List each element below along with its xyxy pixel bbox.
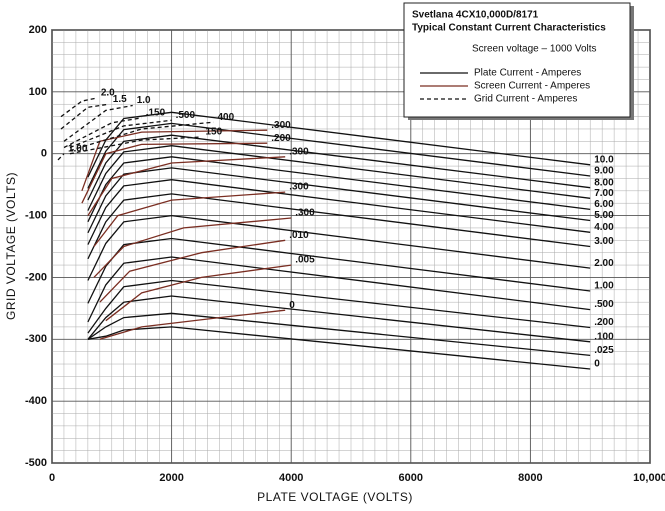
curve — [87, 279, 591, 334]
curve — [69, 136, 202, 155]
curve — [87, 312, 591, 357]
y-tick-label: -500 — [25, 457, 47, 469]
curve — [69, 119, 172, 149]
curve-label: .025 — [594, 345, 614, 356]
curve-label: 400 — [217, 112, 234, 123]
curve — [81, 129, 268, 192]
curve — [81, 142, 268, 204]
y-tick-label: 200 — [29, 24, 47, 36]
x-tick-label: 6000 — [399, 472, 423, 484]
curve — [87, 111, 591, 178]
curve-label: .300 — [271, 120, 291, 131]
curve-label: .005 — [295, 255, 315, 266]
curve — [93, 191, 286, 247]
curve — [69, 121, 214, 152]
curve — [87, 145, 591, 211]
curve-label: 7.00 — [594, 188, 614, 199]
curve-label: 5.00 — [594, 210, 614, 221]
curve-label: 1.00 — [68, 143, 88, 154]
curve — [87, 193, 591, 260]
x-tick-label: 0 — [49, 472, 55, 484]
curve — [87, 179, 591, 245]
curve — [87, 167, 591, 234]
curve-label: 0 — [289, 300, 295, 311]
curve-label: 2.0 — [101, 88, 115, 99]
legend-label: Plate Current - Amperes — [474, 68, 581, 79]
y-tick-label: -300 — [25, 333, 47, 345]
curve-label: .150 — [146, 107, 166, 118]
y-tick-label: -400 — [25, 395, 47, 407]
x-tick-label: 4000 — [279, 472, 303, 484]
curve-label: .300 — [289, 146, 309, 157]
legend: Svetlana 4CX10,000D/8171 Typical Constan… — [403, 2, 634, 120]
curve-label: .100 — [594, 331, 614, 342]
x-tick-label: 2000 — [159, 472, 183, 484]
legend-box — [403, 2, 631, 118]
curve-label: 4.00 — [594, 222, 614, 233]
x-tick-label: 8000 — [518, 472, 542, 484]
annotation: Screen voltage – 1000 Volts — [472, 44, 597, 55]
curve — [87, 214, 591, 281]
curve-label: 2.00 — [594, 258, 614, 269]
curve — [87, 295, 591, 343]
curve-label: .200 — [594, 317, 614, 328]
curve — [87, 122, 591, 189]
curve-label: 1.00 — [594, 281, 614, 292]
y-tick-label: -200 — [25, 271, 47, 283]
curve — [57, 153, 65, 161]
curve — [87, 237, 591, 304]
legend-label: Grid Current - Amperes — [474, 94, 577, 105]
curve-label: 10.0 — [594, 154, 614, 165]
curve-label: .300 — [289, 182, 309, 193]
curve — [87, 134, 591, 201]
curve — [63, 104, 133, 142]
curve-label: .200 — [271, 133, 291, 144]
curve — [99, 239, 286, 303]
chart-title: Svetlana 4CX10,000D/8171 — [412, 10, 539, 21]
y-tick-label: 100 — [29, 86, 47, 98]
curve — [105, 264, 292, 322]
curve-label: 1.0 — [137, 95, 151, 106]
curve-label: 1.5 — [113, 94, 127, 105]
curve — [60, 97, 97, 118]
x-axis-title: PLATE VOLTAGE (VOLTS) — [257, 490, 413, 504]
x-tick-label: 10,000 — [633, 472, 665, 484]
curve-label: .300 — [295, 208, 315, 219]
curve-label: .500 — [594, 299, 614, 310]
y-tick-label: -100 — [25, 209, 47, 221]
curve-label: 9.00 — [594, 166, 614, 177]
legend-label: Screen Current - Amperes — [474, 81, 590, 92]
y-tick-label: 0 — [41, 148, 47, 160]
curve — [87, 156, 286, 216]
curve — [63, 117, 142, 149]
curve-label: 6.00 — [594, 199, 614, 210]
curve-label: 8.00 — [594, 177, 614, 188]
curve-label: .010 — [289, 230, 309, 241]
curve — [99, 309, 286, 340]
chart-subtitle: Typical Constant Current Characteristics — [412, 23, 606, 34]
curve — [93, 217, 292, 278]
y-axis-title: GRID VOLTAGE (VOLTS) — [4, 172, 18, 320]
curve-label: 150 — [206, 127, 223, 138]
curve — [87, 326, 591, 370]
curve — [87, 256, 591, 323]
curves: 10.09.008.007.006.005.004.003.002.001.00… — [57, 88, 614, 370]
curve-label: .500 — [176, 110, 196, 121]
curve-label: 0 — [594, 359, 600, 370]
curve-label: 3.00 — [594, 236, 614, 247]
